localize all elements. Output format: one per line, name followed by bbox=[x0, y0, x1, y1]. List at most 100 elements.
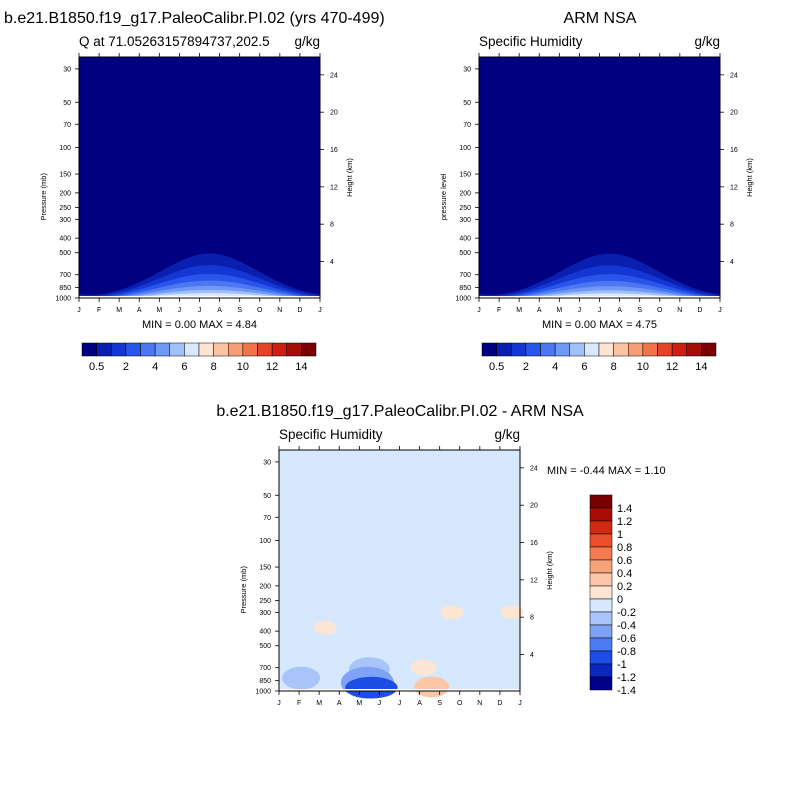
colorbar-label: -0.4 bbox=[617, 620, 636, 632]
colorbar-box bbox=[589, 494, 613, 509]
x-tick-label: N bbox=[677, 307, 682, 314]
colorbar-label: -0.8 bbox=[617, 646, 636, 658]
colorbar-label: 8 bbox=[611, 361, 617, 373]
colorbar-box bbox=[598, 342, 614, 357]
y-tick-label: 100 bbox=[59, 145, 71, 152]
colorbar-box bbox=[271, 342, 287, 357]
x-tick-label: S bbox=[237, 307, 242, 314]
colorbar-box bbox=[169, 342, 185, 357]
colorbar-box bbox=[584, 342, 600, 357]
x-tick-label: A bbox=[417, 700, 422, 707]
colorbar-label: 1.2 bbox=[617, 516, 632, 528]
colorbar-label: 1 bbox=[617, 529, 623, 541]
y-tick-label: 30 bbox=[63, 66, 71, 73]
y-tick-label: 500 bbox=[459, 250, 471, 257]
y-tick-label: 50 bbox=[463, 100, 471, 107]
colorbar-box bbox=[198, 342, 214, 357]
y-tick-label: 30 bbox=[263, 459, 271, 466]
y-tick-label: 400 bbox=[59, 236, 71, 243]
x-tick-label: F bbox=[297, 700, 301, 707]
colorbar-label: 0.6 bbox=[617, 555, 632, 567]
y-tick-label: 400 bbox=[459, 236, 471, 243]
colorbar-label: 2 bbox=[523, 361, 529, 373]
y-tick-label: 300 bbox=[459, 217, 471, 224]
x-tick-label: M bbox=[316, 700, 322, 707]
panel-subtitle: Specific Humidity bbox=[479, 34, 583, 49]
colorbar-label: 14 bbox=[295, 361, 307, 373]
colorbar-label: 10 bbox=[637, 361, 649, 373]
x-tick-label: O bbox=[257, 307, 263, 314]
colorbar-box bbox=[589, 507, 613, 522]
colorbar-box bbox=[589, 650, 613, 665]
min-max-stats: MIN = -0.44 MAX = 1.10 bbox=[547, 465, 666, 477]
panel-units: g/kg bbox=[494, 427, 520, 442]
colorbar-box bbox=[628, 342, 644, 357]
y-right-tick-label: 4 bbox=[530, 652, 534, 659]
y-tick-label: 200 bbox=[459, 190, 471, 197]
x-tick-label: A bbox=[537, 307, 542, 314]
colorbar-label: 10 bbox=[237, 361, 249, 373]
y-right-tick-label: 8 bbox=[330, 222, 334, 229]
colorbar-box bbox=[642, 342, 658, 357]
panel-model: Q at 71.05263157894737,202.5 g/kg 30 50 70 10… bbox=[39, 34, 354, 373]
y-right-tick-label: 4 bbox=[730, 259, 734, 266]
y-right-tick-label: 12 bbox=[730, 184, 738, 191]
colorbar-box bbox=[589, 637, 613, 652]
colorbar-box bbox=[671, 342, 687, 357]
y-tick-label: 500 bbox=[259, 643, 271, 650]
contour-blob bbox=[282, 666, 321, 690]
colorbar-box bbox=[213, 342, 229, 357]
colorbar-box bbox=[589, 533, 613, 548]
colorbar-label: -0.6 bbox=[617, 633, 636, 645]
y-axis-title: Pressure (mb) bbox=[239, 566, 248, 614]
y-tick-label: 700 bbox=[59, 272, 71, 279]
colorbar-label: 14 bbox=[695, 361, 707, 373]
colorbar-box bbox=[242, 342, 258, 357]
y-right-tick-label: 24 bbox=[730, 72, 738, 79]
contour-blob bbox=[500, 605, 524, 620]
colorbar-box bbox=[589, 520, 613, 535]
colorbar-label: 1.4 bbox=[617, 503, 632, 515]
x-tick-label: J bbox=[198, 307, 202, 314]
y-tick-label: 500 bbox=[59, 250, 71, 257]
x-tick-label: J bbox=[318, 307, 322, 314]
y-tick-label: 850 bbox=[259, 678, 271, 685]
surface-strip bbox=[79, 296, 320, 298]
colorbar-box bbox=[286, 342, 302, 357]
contour-blob bbox=[414, 676, 450, 698]
x-tick-label: M bbox=[516, 307, 522, 314]
y-right-tick-label: 4 bbox=[330, 259, 334, 266]
y-right-tick-label: 12 bbox=[330, 184, 338, 191]
x-tick-label: A bbox=[617, 307, 622, 314]
x-tick-label: A bbox=[337, 700, 342, 707]
colorbar-box bbox=[589, 624, 613, 639]
colorbar-box bbox=[589, 611, 613, 626]
title-bottom: b.e21.B1850.f19_g17.PaleoCalibr.PI.02 - … bbox=[216, 403, 584, 420]
y-tick-label: 250 bbox=[259, 598, 271, 605]
y-tick-label: 30 bbox=[463, 66, 471, 73]
y-tick-label: 200 bbox=[259, 583, 271, 590]
x-tick-label: J bbox=[578, 307, 582, 314]
panel-units: g/kg bbox=[694, 34, 720, 49]
colorbar: 0.5 2 4 6 8 10 12 14 bbox=[81, 342, 317, 373]
y-right-tick-label: 16 bbox=[330, 147, 338, 154]
colorbar-label: 0.5 bbox=[489, 361, 504, 373]
colorbar-label: 0.4 bbox=[617, 568, 632, 580]
y-tick-label: 850 bbox=[59, 285, 71, 292]
colorbar-label: 4 bbox=[152, 361, 158, 373]
y-tick-label: 150 bbox=[259, 565, 271, 572]
x-tick-label: S bbox=[637, 307, 642, 314]
panel-difference: Specific Humidity g/kg3050701001502002503… bbox=[239, 427, 666, 707]
colorbar-box bbox=[481, 342, 497, 357]
surface-strip bbox=[279, 689, 520, 691]
y-tick-label: 1000 bbox=[55, 296, 71, 303]
contour-blob bbox=[410, 659, 437, 676]
y-right-axis-title: Height (km) bbox=[545, 551, 554, 590]
x-tick-label: J bbox=[378, 700, 382, 707]
x-tick-label: J bbox=[718, 307, 722, 314]
x-tick-label: F bbox=[97, 307, 101, 314]
colorbar-box bbox=[301, 342, 317, 357]
contour-blob bbox=[440, 605, 464, 620]
title-top-right: ARM NSA bbox=[564, 10, 637, 27]
colorbar-box bbox=[589, 559, 613, 574]
